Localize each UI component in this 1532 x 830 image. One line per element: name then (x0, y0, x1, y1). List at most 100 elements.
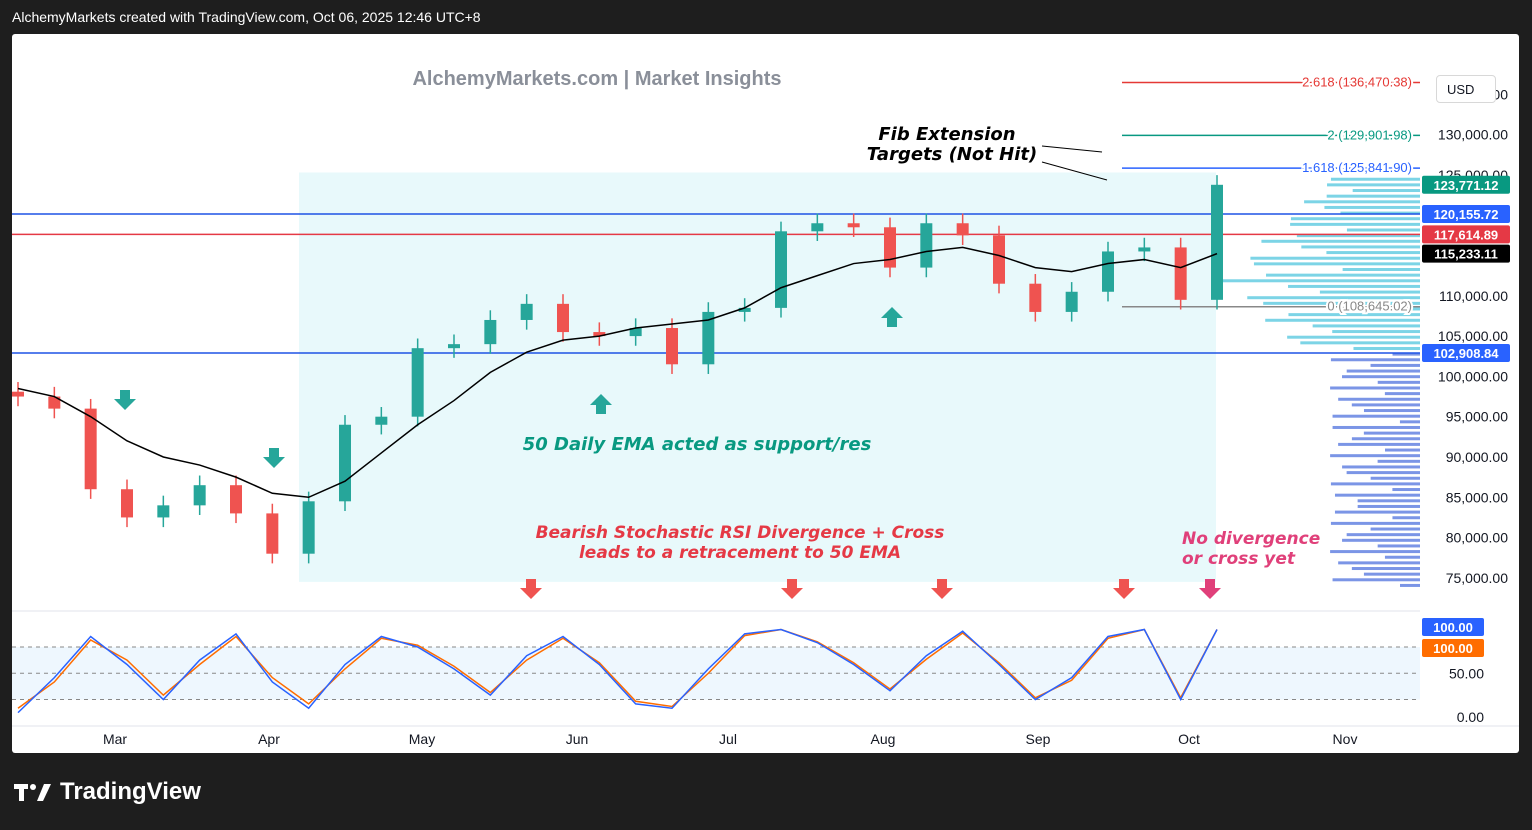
volume-profile-bar (1326, 194, 1420, 198)
candle-body (993, 235, 1005, 284)
price-label: 120,155.72 (1433, 207, 1498, 222)
volume-profile-bar (1392, 352, 1420, 356)
price-label: 115,233.11 (1434, 247, 1498, 262)
candle-body (193, 485, 206, 506)
y-tick-label: 130,000.00 (1438, 127, 1508, 143)
stoch-price-label: 100.00 (1433, 620, 1473, 635)
x-tick-label: May (409, 731, 435, 747)
candle-body (339, 424, 351, 502)
down-arrow-icon (114, 390, 136, 410)
stoch-y-tick: 50.00 (1449, 665, 1484, 681)
volume-profile-bar (1351, 567, 1420, 571)
down-arrow-icon (520, 579, 542, 599)
volume-profile-bar (1330, 358, 1420, 362)
no-divergence-annotation-line2: or cross yet (1182, 549, 1296, 569)
divergence-annotation-line2: leads to a retracement to 50 EMA (579, 543, 901, 563)
down-arrow-icon (263, 448, 285, 468)
candle-body (266, 513, 279, 554)
volume-profile-bar (1392, 488, 1420, 492)
y-tick-label: 75,000.00 (1446, 570, 1508, 586)
candle-body (157, 505, 170, 518)
candle-body (629, 328, 642, 337)
y-tick-label: 85,000.00 (1446, 489, 1508, 505)
candle-body (847, 223, 860, 228)
x-tick-label: Nov (1333, 731, 1358, 747)
candle-body (702, 311, 715, 365)
tradingview-brand: TradingView (14, 778, 201, 806)
volume-profile-bar (1330, 454, 1420, 458)
currency-button[interactable]: USD (1436, 75, 1496, 103)
candle-body (484, 319, 497, 345)
y-tick-label: 95,000.00 (1446, 409, 1508, 425)
volume-profile-bar (1290, 222, 1420, 226)
volume-profile-bar (1399, 420, 1420, 424)
price-label: 102,908.84 (1433, 346, 1499, 361)
candle-body (956, 223, 969, 236)
candle-body (557, 303, 569, 333)
x-tick-label: Mar (103, 731, 127, 747)
volume-profile-bar (1342, 375, 1420, 379)
x-tick-label: Sep (1026, 731, 1051, 747)
volume-profile-bar (1363, 431, 1420, 435)
price-label-bg (1422, 175, 1510, 194)
volume-profile-bar (1340, 211, 1420, 215)
volume-profile-bar (1287, 335, 1420, 339)
volume-profile-bar (1342, 465, 1420, 469)
volume-profile-bar (1330, 521, 1420, 525)
volume-profile-bar (1288, 313, 1420, 317)
candle-body (448, 344, 460, 349)
volume-profile-bar (1377, 459, 1420, 463)
candle-body (1029, 283, 1042, 312)
volume-profile-bar (1250, 256, 1420, 260)
up-arrow-icon (881, 307, 903, 327)
volume-profile-bar (1370, 527, 1420, 531)
volume-profile-bar (1400, 583, 1420, 587)
volume-profile-bar (1247, 296, 1420, 300)
chart-title: AlchemyMarkets.com | Market Insights (412, 68, 781, 90)
volume-profile-bar (1222, 279, 1420, 283)
volume-profile-bar (1324, 205, 1420, 209)
x-tick-label: Apr (258, 731, 280, 747)
volume-profile-bar (1338, 442, 1420, 446)
volume-profile-bar (1332, 578, 1420, 582)
x-tick-label: Aug (871, 731, 896, 747)
candle-body (230, 485, 242, 514)
volume-profile-bar (1370, 363, 1420, 367)
chart-header: AlchemyMarkets created with TradingView.… (12, 9, 481, 25)
candle-body (84, 408, 97, 490)
price-label-bg (1422, 204, 1510, 223)
down-arrow-icon (1113, 579, 1135, 599)
chart-panel: 2.618 (136,470.38) 2 (129,901.98) 1.618 (1… (12, 34, 1519, 753)
volume-profile-bar (1346, 228, 1420, 232)
candle-body (593, 332, 606, 337)
volume-profile-bar (1346, 471, 1420, 475)
candle-body (920, 223, 933, 268)
volume-profile-bar (1377, 544, 1420, 548)
volume-profile-bar (1253, 262, 1420, 266)
volume-profile-bar (1384, 555, 1420, 559)
fib-pointer-arrow (1041, 161, 1108, 181)
volume-profile-bar (1363, 409, 1420, 413)
down-arrow-icon (931, 579, 953, 599)
candle-body (1174, 247, 1187, 300)
no-divergence-annotation-line1: No divergence (1182, 529, 1320, 549)
volume-profile-bar (1330, 550, 1420, 554)
candle-body (1211, 184, 1223, 300)
volume-profile-bar (1363, 572, 1420, 576)
volume-profile-bar (1332, 425, 1420, 429)
volume-profile-bar (1392, 516, 1420, 520)
volume-profile-bar (1342, 538, 1420, 542)
chart-canvas: 2.618 (136,470.38) 2 (129,901.98) 1.618 (1… (12, 68, 1519, 747)
volume-profile-bar (1351, 437, 1420, 441)
candle-body (1065, 291, 1078, 312)
stoch-price-label-bg (1422, 639, 1484, 657)
ema-annotation: 50 Daily EMA acted as support/res (523, 434, 872, 455)
candle-body (1138, 247, 1151, 252)
candle-body (884, 227, 896, 268)
volume-profile-bar (1319, 290, 1420, 294)
stoch-d-line (17, 628, 1218, 709)
volume-profile-bar (1353, 346, 1420, 350)
price-label-bg (1422, 244, 1510, 263)
volume-profile-bar (1351, 403, 1420, 407)
stoch-price-label-bg (1422, 618, 1484, 636)
